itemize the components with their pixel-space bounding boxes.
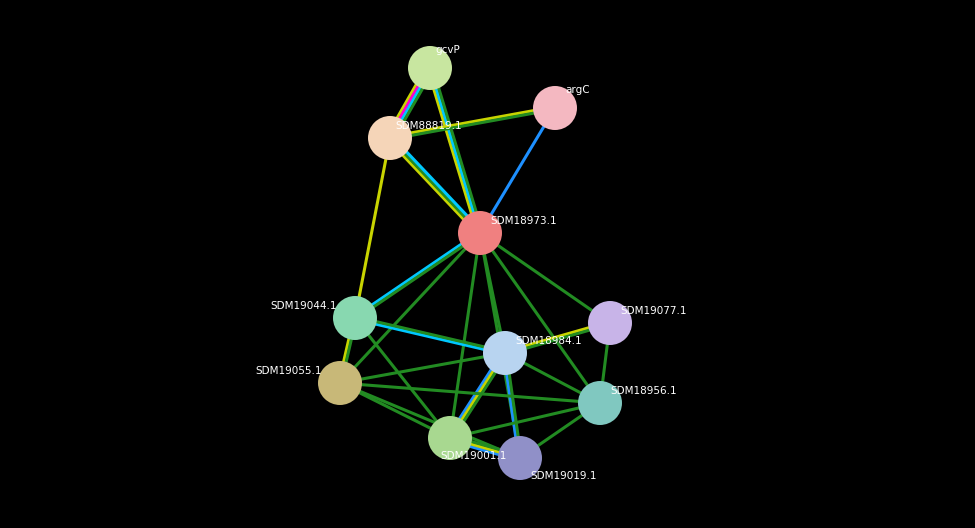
- Circle shape: [498, 436, 542, 480]
- Circle shape: [533, 86, 577, 130]
- Circle shape: [408, 46, 452, 90]
- Circle shape: [318, 361, 362, 405]
- Circle shape: [483, 331, 527, 375]
- Circle shape: [333, 296, 377, 340]
- Circle shape: [458, 211, 502, 255]
- Text: SDM18956.1: SDM18956.1: [610, 386, 677, 396]
- Circle shape: [428, 416, 472, 460]
- Text: SDM19055.1: SDM19055.1: [255, 366, 322, 376]
- Circle shape: [588, 301, 632, 345]
- Text: SDM88819.1: SDM88819.1: [395, 121, 461, 131]
- Circle shape: [368, 116, 412, 160]
- Text: SDM19044.1: SDM19044.1: [270, 301, 336, 311]
- Text: SDM19077.1: SDM19077.1: [620, 306, 686, 316]
- Text: SDM19001.1: SDM19001.1: [440, 451, 506, 461]
- Text: SDM18984.1: SDM18984.1: [515, 336, 582, 346]
- Text: argC: argC: [565, 85, 590, 95]
- Text: gcvP: gcvP: [435, 45, 460, 55]
- Text: SDM18973.1: SDM18973.1: [490, 216, 557, 226]
- Text: SDM19019.1: SDM19019.1: [530, 471, 597, 481]
- Circle shape: [578, 381, 622, 425]
